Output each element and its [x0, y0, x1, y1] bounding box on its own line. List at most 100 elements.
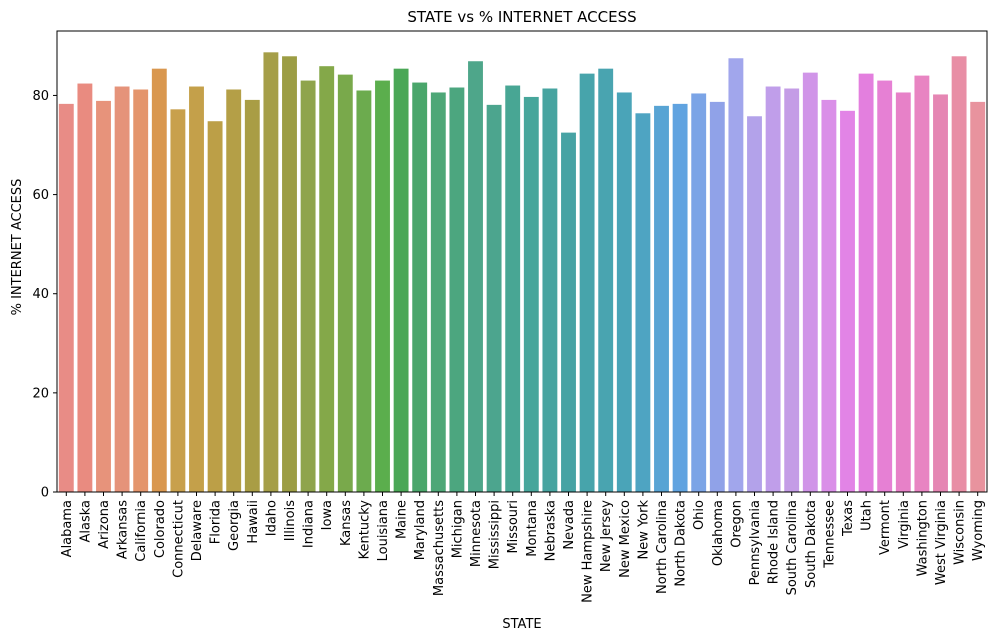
- x-tick-label: Montana: [525, 500, 540, 557]
- x-tick-label: Vermont: [878, 500, 893, 555]
- x-tick-label: Connecticut: [171, 500, 186, 578]
- bar-maryland: [412, 82, 428, 493]
- x-tick-label: Utah: [860, 500, 875, 531]
- x-tick-label: North Carolina: [655, 500, 670, 594]
- bar-vermont: [877, 80, 893, 492]
- x-tick-label: Pennsylvania: [748, 500, 763, 585]
- x-tick-label: New Jersey: [599, 500, 614, 572]
- x-tick-label: Michigan: [450, 500, 465, 558]
- x-tick-label: Kansas: [339, 500, 354, 546]
- x-tick-label: Idaho: [264, 500, 279, 536]
- bar-colorado: [151, 68, 167, 493]
- bar-virginia: [895, 92, 911, 492]
- x-tick-label: Missouri: [506, 500, 521, 554]
- bar-wisconsin: [951, 56, 967, 492]
- y-tick-label: 40: [32, 287, 49, 302]
- bar-texas: [840, 110, 855, 492]
- y-tick-label: 60: [32, 188, 49, 203]
- bar-illinois: [282, 56, 297, 492]
- x-tick-label: Tennessee: [822, 500, 837, 569]
- x-tick-label: Texas: [841, 500, 856, 537]
- bar-north-dakota: [672, 103, 688, 493]
- x-tick-label: Ohio: [692, 500, 707, 530]
- bar-washington: [914, 75, 930, 493]
- x-tick-label: Colorado: [153, 500, 168, 558]
- bar-south-dakota: [802, 72, 818, 492]
- bar-delaware: [189, 86, 204, 493]
- bar-georgia: [226, 89, 242, 493]
- x-axis-ticks: Alabama Alaska Arizona Arkansas California Co…: [60, 492, 986, 603]
- bar-south-carolina: [784, 88, 800, 492]
- y-tick-label: 20: [32, 386, 49, 401]
- x-tick-label: Oregon: [729, 500, 744, 548]
- bar-arizona: [96, 100, 111, 492]
- bar-hawaii: [244, 99, 260, 493]
- bar-minnesota: [468, 61, 483, 493]
- x-tick-label: Alaska: [78, 500, 93, 543]
- bar-rhode-island: [765, 86, 781, 493]
- bar-maine: [393, 68, 409, 493]
- x-tick-label: California: [134, 500, 149, 562]
- x-tick-label: Minnesota: [469, 500, 484, 567]
- bar-iowa: [319, 66, 335, 492]
- x-tick-label: Wyoming: [971, 500, 986, 561]
- x-tick-label: Mississippi: [488, 500, 503, 569]
- x-tick-label: Arizona: [97, 500, 112, 549]
- bar-montana: [523, 96, 539, 493]
- bar-pennsylvania: [747, 116, 762, 492]
- bar-oregon: [728, 58, 744, 492]
- bar-massachusetts: [430, 92, 446, 492]
- bar-kentucky: [356, 90, 372, 492]
- bar-indiana: [300, 80, 316, 492]
- bar-missouri: [505, 85, 521, 492]
- bar-new-hampshire: [579, 73, 595, 492]
- x-tick-label: Alabama: [60, 500, 75, 557]
- x-tick-label: Virginia: [897, 500, 912, 549]
- bar-new-jersey: [598, 68, 614, 493]
- y-axis-label: % INTERNET ACCESS: [10, 179, 25, 316]
- bar-ohio: [691, 93, 707, 493]
- x-tick-label: Iowa: [320, 500, 335, 530]
- x-tick-label: Illinois: [283, 500, 298, 541]
- bar-arkansas: [114, 86, 130, 493]
- bar-alaska: [77, 83, 93, 492]
- x-tick-label: Kentucky: [357, 500, 372, 560]
- bar-nevada: [561, 132, 576, 492]
- bar-tennessee: [821, 99, 837, 493]
- x-tick-label: Louisiana: [376, 500, 391, 561]
- x-tick-label: Maine: [395, 500, 410, 539]
- x-tick-label: South Dakota: [804, 500, 819, 588]
- plot-frame: [56, 30, 988, 493]
- bar-florida: [207, 121, 223, 492]
- x-tick-label: North Dakota: [674, 500, 689, 587]
- x-tick-label: Nevada: [562, 500, 577, 550]
- x-tick-label: Wisconsin: [953, 500, 968, 565]
- bar-michigan: [449, 87, 465, 492]
- x-tick-label: Indiana: [302, 500, 317, 548]
- bar-nebraska: [542, 88, 558, 492]
- bar-utah: [858, 73, 874, 492]
- bar-california: [133, 89, 149, 493]
- x-tick-label: New Hampshire: [581, 500, 596, 603]
- bar-alabama: [58, 103, 74, 493]
- bar-new-york: [635, 113, 651, 492]
- x-tick-label: Hawaii: [246, 500, 261, 544]
- x-tick-label: Nebraska: [543, 500, 558, 561]
- bar-west-virginia: [933, 94, 948, 492]
- bar-connecticut: [170, 109, 186, 492]
- bars-group: [58, 52, 986, 493]
- x-tick-label: Arkansas: [116, 500, 131, 559]
- bar-mississippi: [486, 104, 502, 493]
- x-axis-label: STATE: [502, 617, 541, 632]
- x-tick-label: South Carolina: [785, 500, 800, 595]
- bar-new-mexico: [616, 92, 632, 492]
- y-tick-label: 80: [32, 89, 49, 104]
- x-tick-label: Maryland: [413, 500, 428, 560]
- x-tick-label: Florida: [209, 500, 224, 544]
- bar-louisiana: [375, 80, 390, 492]
- y-tick-label: 0: [41, 486, 49, 501]
- x-tick-label: West Virginia: [934, 500, 949, 585]
- bar-north-carolina: [654, 105, 669, 492]
- x-tick-label: New Mexico: [618, 500, 633, 578]
